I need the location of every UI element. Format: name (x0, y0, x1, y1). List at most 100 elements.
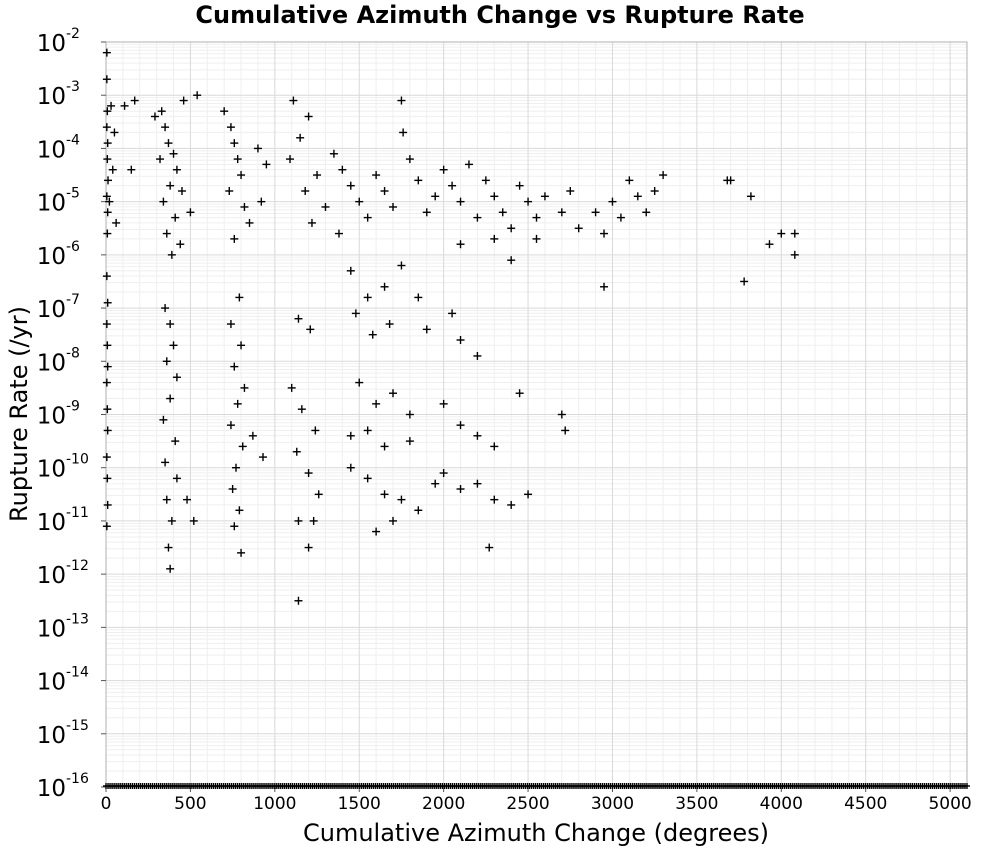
data-point (102, 320, 111, 329)
data-point (103, 298, 112, 307)
y-tick-exponent: -2 (66, 26, 80, 42)
data-point (186, 208, 195, 217)
y-tick-base: 10 (37, 350, 66, 376)
y-tick-base: 10 (37, 616, 66, 642)
data-point (650, 187, 659, 195)
data-point (304, 469, 313, 478)
data-point (103, 229, 112, 238)
data-point (297, 405, 306, 414)
data-point (431, 192, 440, 201)
data-point (456, 197, 465, 206)
data-point (238, 442, 247, 451)
data-point (161, 458, 170, 467)
data-point (226, 421, 235, 430)
x-tick-label: 500 (174, 794, 206, 814)
data-point (233, 399, 242, 408)
data-point (561, 426, 570, 435)
data-point (103, 405, 112, 414)
data-point (110, 128, 119, 137)
data-point (616, 213, 625, 222)
data-point (473, 431, 482, 440)
y-tick-base: 10 (37, 510, 66, 536)
x-tick-label: 3000 (591, 794, 634, 814)
data-point (363, 213, 372, 222)
data-point (464, 160, 473, 169)
data-point (177, 187, 186, 195)
data-point (296, 133, 305, 142)
data-point (226, 123, 235, 132)
x-tick-label: 4000 (760, 794, 803, 814)
data-point (515, 181, 524, 190)
data-point (169, 149, 178, 158)
y-tick-exponent: -13 (66, 611, 89, 627)
data-point (346, 181, 355, 190)
data-point (380, 442, 389, 451)
data-point (380, 187, 389, 195)
y-tick-exponent: -16 (66, 771, 89, 787)
data-point (183, 495, 192, 504)
data-point (179, 96, 188, 105)
data-point (389, 516, 397, 525)
y-tick-base: 10 (37, 404, 66, 430)
data-point (103, 208, 112, 217)
data-point (448, 309, 457, 318)
y-tick-exponent: -11 (66, 505, 89, 521)
data-point (507, 224, 516, 233)
data-point (414, 293, 423, 302)
data-point (157, 107, 166, 116)
data-point (473, 351, 482, 360)
data-point (164, 139, 173, 148)
data-point (363, 474, 372, 483)
data-point (289, 96, 298, 105)
y-tick-base: 10 (37, 723, 66, 749)
data-point (456, 485, 465, 493)
x-tick-label: 5000 (928, 794, 971, 814)
y-tick-exponent: -14 (66, 665, 89, 681)
data-point (150, 112, 159, 121)
y-tick-exponent: -5 (66, 186, 80, 202)
data-point (102, 522, 111, 531)
data-point (777, 229, 786, 238)
data-point (329, 149, 338, 158)
data-point (600, 229, 609, 238)
data-point (385, 320, 394, 329)
data-point (380, 282, 389, 291)
data-point (363, 426, 372, 435)
data-point (524, 490, 533, 499)
data-point (102, 192, 111, 201)
y-tick-exponent: -15 (66, 718, 89, 734)
data-point (235, 506, 244, 515)
data-point (156, 155, 165, 164)
data-point (161, 304, 170, 313)
data-point (240, 383, 249, 392)
y-tick-exponent: -4 (66, 132, 80, 148)
data-point (389, 389, 397, 398)
data-point (346, 463, 355, 472)
y-tick-base: 10 (37, 84, 66, 110)
data-point (292, 447, 301, 456)
y-axis-label: Rupture Rate (/yr) (5, 306, 33, 522)
data-point (574, 224, 583, 233)
data-point (231, 463, 240, 472)
data-point (507, 500, 516, 509)
data-point (230, 522, 239, 531)
data-point (294, 516, 303, 525)
data-point (259, 453, 268, 462)
data-point (485, 543, 494, 552)
data-point (334, 229, 343, 238)
data-point (230, 139, 239, 148)
data-point (557, 208, 566, 217)
data-point (346, 266, 355, 275)
data-point (368, 330, 377, 339)
y-tick-exponent: -3 (66, 79, 80, 95)
data-points (102, 48, 799, 605)
data-point (166, 320, 175, 329)
y-tick-exponent: -9 (66, 399, 80, 415)
data-point (102, 123, 111, 132)
data-point (172, 474, 181, 483)
data-point (220, 107, 229, 116)
data-point (237, 548, 246, 557)
data-point (103, 341, 112, 350)
data-point (230, 362, 239, 371)
y-tick-base: 10 (37, 563, 66, 589)
